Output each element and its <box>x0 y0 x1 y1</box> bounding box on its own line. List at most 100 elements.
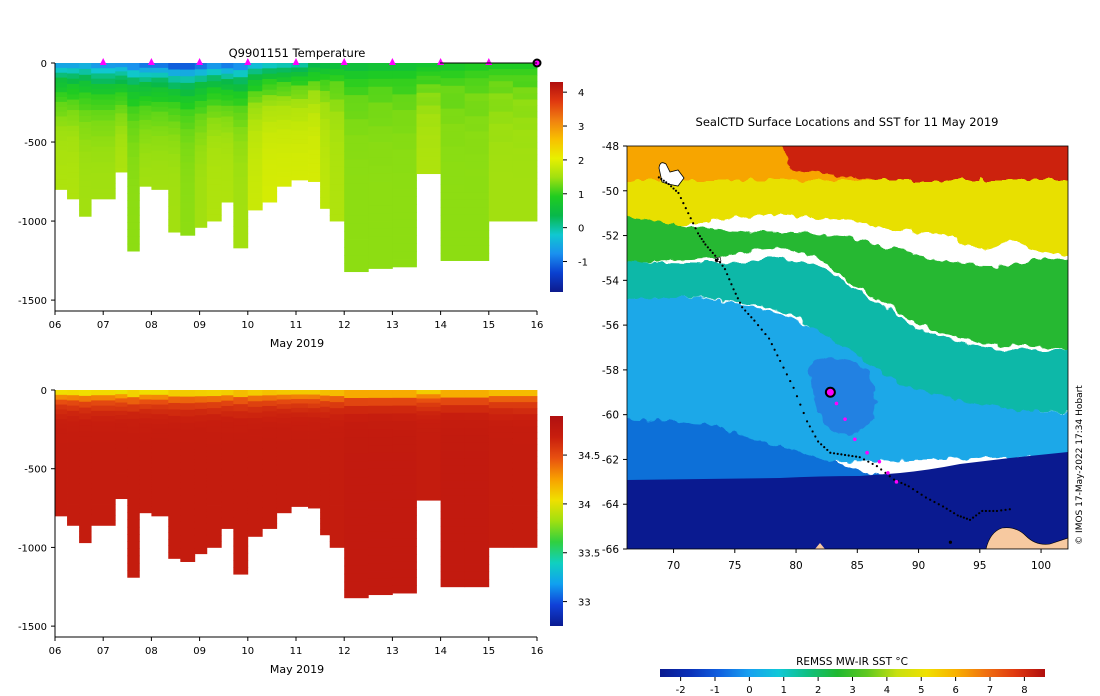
profile-cell <box>392 546 417 555</box>
profile-cell <box>233 233 249 242</box>
profile-cell <box>233 397 249 405</box>
profile-cell <box>221 105 234 112</box>
profile-cell <box>221 169 234 176</box>
profile-marker <box>244 58 252 65</box>
profile-cell <box>247 530 263 537</box>
profile-cell <box>262 159 278 166</box>
map-title: SealCTD Surface Locations and SST for 11… <box>696 115 999 129</box>
profile-cell <box>247 423 263 430</box>
profile-cell <box>416 109 441 115</box>
lon-tick-label: 75 <box>728 560 741 572</box>
profile-cell <box>320 68 331 75</box>
profile-cell <box>464 450 490 459</box>
profile-cell <box>139 413 152 419</box>
profile-cell <box>464 108 490 117</box>
map-axes: 70 75 80 85 90 95 100-48-50-52-54-56-58-60-62-… <box>602 141 1051 572</box>
profile-cell <box>67 405 80 412</box>
profile-cell <box>55 101 68 108</box>
profile-cell <box>221 68 234 75</box>
profile-cell <box>512 196 538 204</box>
profile-cell <box>488 81 514 88</box>
track-point <box>826 448 829 452</box>
profile-cell <box>221 485 234 492</box>
profile-cell <box>344 223 369 232</box>
profile-cell <box>151 467 169 473</box>
profile-cell <box>512 87 538 94</box>
profile-cell <box>464 192 490 201</box>
profile-cell <box>308 117 321 123</box>
profile-cell <box>194 408 208 416</box>
profile-cell <box>416 131 441 136</box>
profile-cell <box>233 77 249 85</box>
profile-cell <box>180 422 196 430</box>
profile-cell <box>262 73 278 80</box>
profile-cell <box>291 139 309 145</box>
profile-cell <box>180 442 196 450</box>
profile-cell <box>67 115 80 121</box>
sst-colorbar <box>660 669 1045 677</box>
profile-cell <box>194 81 208 89</box>
profile-cell <box>206 444 222 451</box>
profile-cell <box>194 100 208 108</box>
profile-cell <box>55 135 68 142</box>
profile-cell <box>79 92 92 99</box>
profile-cell <box>344 533 369 543</box>
profile-cell <box>55 506 68 512</box>
sst-band-teal <box>627 257 1068 412</box>
track-point <box>995 509 999 513</box>
x-tick-label: 14 <box>434 320 447 331</box>
x-tick-label: 12 <box>338 646 351 657</box>
sst-map-panel: SealCTD Surface Locations and SST for 11… <box>602 115 1085 696</box>
profile-cell <box>291 497 309 503</box>
profile-cell <box>67 141 80 148</box>
sst-colorbar-tick-label: 1 <box>781 685 787 696</box>
profile-cell <box>180 182 196 190</box>
profile-cell <box>329 474 345 482</box>
profile-cell <box>206 426 222 433</box>
sst-colorbar-tick-label: 6 <box>952 685 958 696</box>
profile-cell <box>79 192 92 200</box>
profile-cell <box>368 445 393 454</box>
profile-cell <box>329 184 345 192</box>
profile-cell <box>416 105 441 111</box>
profile-cell <box>168 147 181 155</box>
profile-cell <box>291 479 309 485</box>
profile-cell <box>308 163 321 169</box>
profile-cell <box>151 140 169 147</box>
profile-cell <box>262 390 278 396</box>
profile-cell <box>247 412 263 419</box>
profile-cell <box>344 111 369 120</box>
profile-cell <box>79 133 92 141</box>
profile-cell <box>194 195 208 203</box>
profile-cell <box>344 581 369 591</box>
profile-cell <box>464 579 490 588</box>
profile-cell <box>79 442 92 450</box>
profile-cell <box>276 81 292 88</box>
profile-cell <box>308 158 321 164</box>
profile-cell <box>180 175 196 183</box>
x-tick-label: 13 <box>386 320 399 331</box>
profile-column <box>368 390 393 596</box>
profile-cell <box>247 147 263 154</box>
profile-cell <box>416 457 441 463</box>
profile-cell <box>344 255 369 265</box>
profile-cell <box>91 447 116 453</box>
profile-cell <box>194 164 208 171</box>
profile-cell <box>392 204 417 213</box>
profile-cell <box>115 63 128 68</box>
profile-cell <box>139 100 152 107</box>
profile-cell <box>91 89 116 95</box>
profile-cell <box>512 402 538 409</box>
profile-cell <box>276 437 292 443</box>
profile-cell <box>262 143 278 149</box>
track-point <box>992 509 995 513</box>
map-credit: © IMOS 17-May-2022 17:34 Hobart <box>1075 385 1085 545</box>
track-point <box>975 514 978 517</box>
profile-cell <box>247 496 263 504</box>
track-point <box>802 411 805 415</box>
profile-cell <box>79 80 92 87</box>
profile-cell <box>488 523 514 530</box>
profile-cell <box>168 402 181 410</box>
profile-cell <box>247 187 263 194</box>
track-point <box>840 453 843 456</box>
